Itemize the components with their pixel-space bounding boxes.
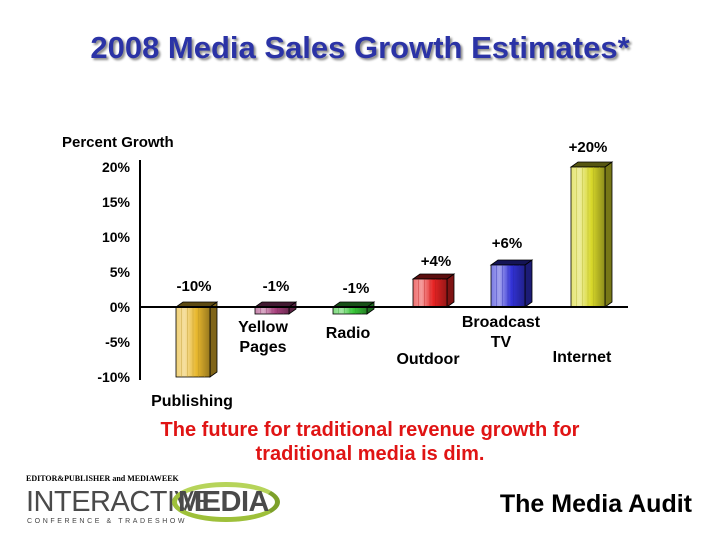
category-label: Yellow Pages [238, 319, 288, 356]
category-label: Publishing [151, 393, 233, 410]
value-label: -1% [263, 278, 290, 295]
bar-outdoor [411, 273, 456, 308]
logo-subtitle: CONFERENCE & TRADESHOW [27, 518, 188, 525]
y-tick-label: -10% [97, 369, 130, 385]
category-label: Broadcast TV [462, 314, 541, 351]
value-label: +20% [569, 139, 608, 156]
y-tick-label: 20% [102, 159, 131, 175]
tagline: The future for traditional revenue growt… [80, 418, 660, 466]
logo-publishers: EDITOR&PUBLISHER and MEDIAWEEK [26, 474, 179, 483]
value-label: +4% [421, 253, 451, 270]
tagline-line-2: traditional media is dim. [255, 443, 485, 465]
value-label: -10% [176, 278, 211, 295]
category-label: Radio [326, 325, 371, 342]
brand-name: The Media Audit [499, 490, 692, 518]
logo-word-media: MEDIA [178, 486, 269, 518]
value-label: -1% [343, 280, 370, 297]
slide-title: 2008 Media Sales Growth Estimates* [90, 30, 630, 65]
y-tick-label: 5% [110, 264, 131, 280]
y-axis-title: Percent Growth [62, 134, 174, 151]
category-label: Outdoor [396, 351, 459, 368]
value-label: +6% [492, 235, 522, 252]
y-tick-label: 10% [102, 229, 131, 245]
y-tick-label: 15% [102, 194, 131, 210]
logo-oval-icon [172, 482, 280, 522]
bar-broadcast-tv [489, 259, 534, 308]
tagline-line-1: The future for traditional revenue growt… [160, 419, 580, 441]
interactive-media-logo: EDITOR&PUBLISHER and MEDIAWEEK INTERACTI… [26, 474, 280, 530]
bar-internet [569, 161, 614, 308]
bar-publishing [174, 301, 219, 378]
y-tick-label: 0% [110, 299, 131, 315]
category-label: Internet [553, 349, 612, 366]
y-tick-label: -5% [105, 334, 130, 350]
